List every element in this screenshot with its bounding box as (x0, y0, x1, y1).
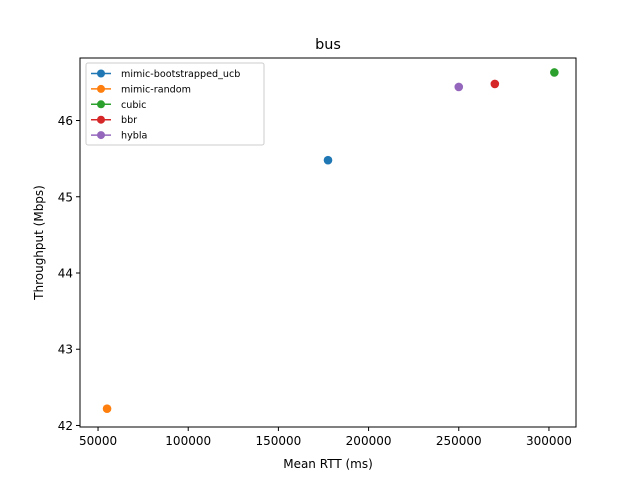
data-point (550, 68, 559, 77)
legend-marker (97, 69, 105, 78)
x-tick-label: 100000 (165, 434, 211, 448)
x-axis-label: Mean RTT (ms) (283, 457, 373, 471)
x-tick-label: 250000 (436, 434, 482, 448)
legend-label: hybla (121, 131, 147, 142)
y-tick-label: 43 (58, 343, 73, 357)
data-points (102, 68, 559, 414)
y-tick-label: 45 (58, 190, 73, 204)
plot-area-frame (79, 57, 577, 428)
x-tick-label: 150000 (255, 434, 301, 448)
x-tick-label: 200000 (346, 434, 392, 448)
chart-title: bus (315, 37, 341, 53)
x-tick-label: 50000 (79, 434, 117, 448)
legend-label: cubic (121, 100, 146, 111)
legend: mimic-bootstrapped_ucb mimic-random cubic b… (85, 62, 265, 146)
legend-marker (97, 115, 105, 124)
legend-marker (97, 100, 105, 109)
x-tick-label: 300000 (526, 434, 572, 448)
legend-label: mimic-random (121, 84, 191, 95)
data-point (490, 79, 500, 89)
y-axis-ticks: 42 43 44 45 46 (58, 114, 80, 433)
x-axis-ticks: 50000 100000 150000 200000 250000 300000 (79, 427, 572, 448)
legend-marker (97, 131, 105, 140)
data-point (102, 404, 112, 414)
legend-entry: mimic-bootstrapped_ucb (91, 69, 240, 80)
data-point (454, 82, 464, 92)
legend-label: mimic-bootstrapped_ucb (121, 69, 240, 80)
legend-box (85, 62, 265, 146)
y-tick-label: 42 (58, 419, 73, 433)
y-tick-label: 46 (58, 114, 73, 128)
y-tick-label: 44 (58, 266, 73, 280)
legend-entry: hybla (91, 131, 147, 142)
legend-entry: cubic (91, 100, 146, 111)
legend-entry: bbr (91, 115, 137, 126)
legend-label: bbr (121, 115, 137, 126)
data-point (323, 155, 333, 165)
y-axis-label: Throughput (Mbps) (32, 185, 46, 301)
legend-marker (97, 84, 105, 93)
legend-entry: mimic-random (91, 84, 191, 95)
